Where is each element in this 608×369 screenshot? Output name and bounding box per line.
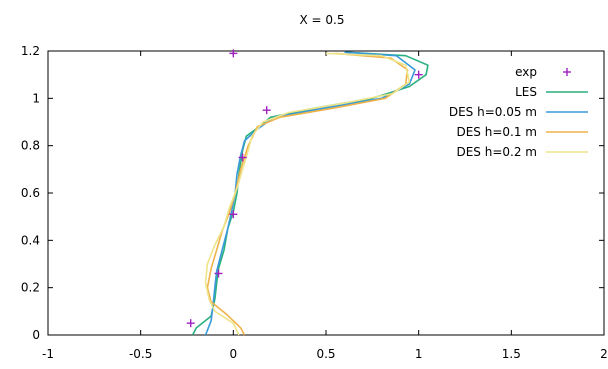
x-tick-label: 1.5 xyxy=(502,347,521,361)
legend-label: DES h=0.05 m xyxy=(449,105,537,119)
data-point-exp xyxy=(186,319,195,328)
x-tick-label: 1 xyxy=(415,347,423,361)
data-point-exp xyxy=(229,49,238,58)
data-point-exp xyxy=(229,210,238,219)
legend-label: LES xyxy=(515,85,537,99)
x-tick-label: 0.5 xyxy=(316,347,335,361)
y-tick-label: 0.8 xyxy=(21,139,40,153)
chart-title: X = 0.5 xyxy=(300,13,345,27)
y-tick-label: 0.4 xyxy=(21,233,40,247)
y-tick-label: 0.6 xyxy=(21,186,40,200)
legend-marker xyxy=(563,68,571,76)
y-tick-label: 0.2 xyxy=(21,281,40,295)
y-tick-label: 1.2 xyxy=(21,44,40,58)
legend-label: DES h=0.1 m xyxy=(456,125,537,139)
series-layer xyxy=(186,49,429,336)
data-point-exp xyxy=(414,70,423,79)
legend-entry-exp: exp xyxy=(515,65,571,79)
data-point-exp xyxy=(262,106,271,115)
legend-entry-des-h-0-1-m: DES h=0.1 m xyxy=(456,125,588,139)
series-line-les xyxy=(191,51,429,336)
y-axis: 0 0.2 0.4 0.6 0.8 1 1.2 xyxy=(21,44,604,342)
y-tick-label: 0 xyxy=(32,328,40,342)
x-tick-label: 0 xyxy=(230,347,238,361)
legend: exp LES DES h=0.05 m DES h=0.1 m DES h=0.2 m xyxy=(449,65,588,159)
data-point-exp xyxy=(214,269,223,278)
y-tick-label: 1 xyxy=(32,91,40,105)
x-tick-label: 2 xyxy=(600,347,608,361)
data-point-exp xyxy=(238,153,247,162)
series-line-des-h-0-2-m xyxy=(204,52,411,336)
x-tick-label: -0.5 xyxy=(129,347,152,361)
x-tick-label: -1 xyxy=(42,347,54,361)
legend-entry-des-h-0-2-m: DES h=0.2 m xyxy=(456,145,588,159)
legend-label: exp xyxy=(515,65,537,79)
legend-label: DES h=0.2 m xyxy=(456,145,537,159)
legend-entry-des-h-0-05-m: DES h=0.05 m xyxy=(449,105,588,119)
legend-entry-les: LES xyxy=(515,85,588,99)
